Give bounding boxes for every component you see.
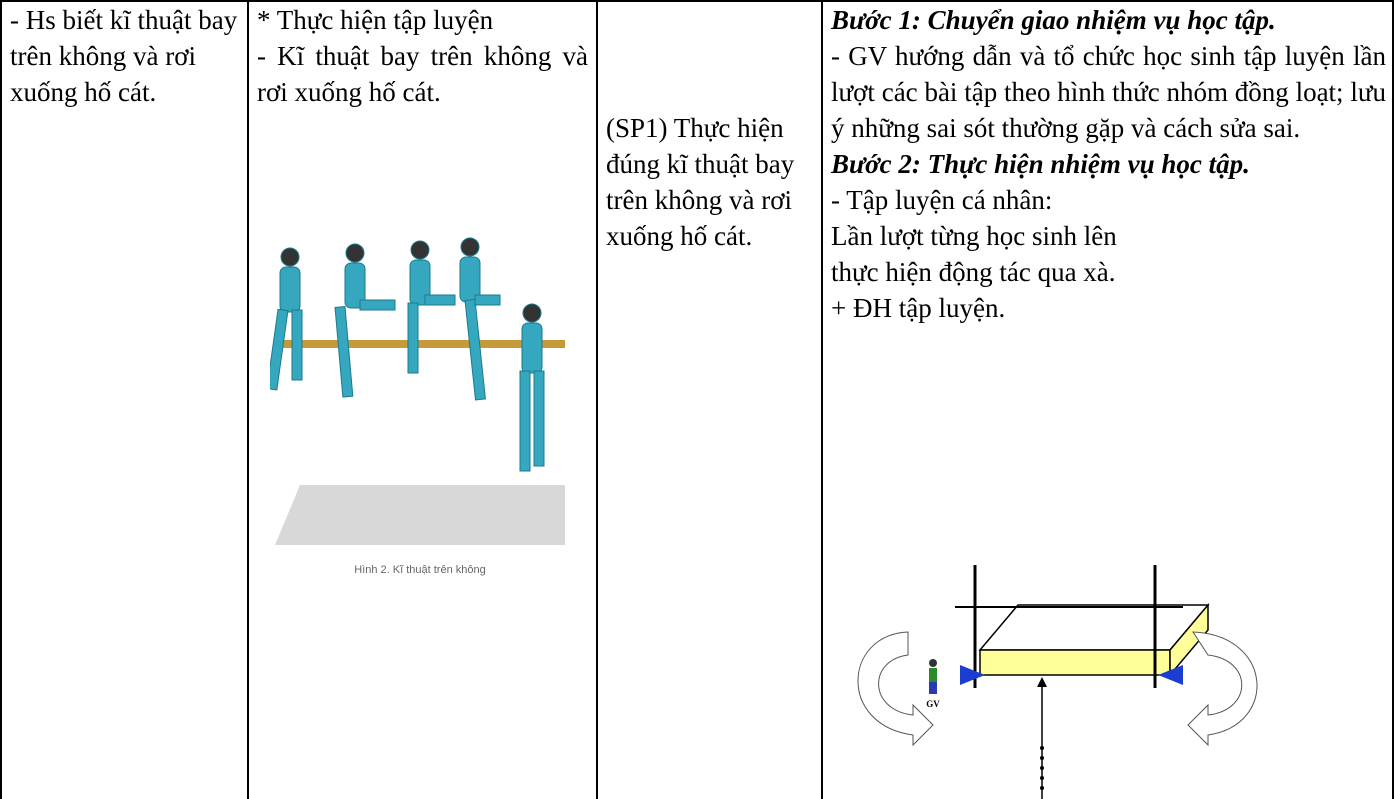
content-line: * Thực hiện tập luyện bbox=[257, 5, 494, 35]
floor bbox=[275, 485, 565, 545]
jump-illustration: Hình 2. Kĩ thuật trên không bbox=[270, 237, 565, 576]
border bbox=[1392, 0, 1394, 799]
objective: - Hs biết kĩ thuật bay trên không và rơi… bbox=[10, 5, 238, 107]
bar bbox=[275, 340, 565, 348]
figure-caption: Hình 2. Kĩ thuật trên không bbox=[354, 564, 485, 576]
product-cell: (SP1) Thực hiện đúng kĩ thuật bay trên k… bbox=[598, 0, 821, 799]
practice-diagram: GV bbox=[857, 565, 1258, 799]
border bbox=[821, 0, 823, 799]
objective-cell: - Hs biết kĩ thuật bay trên không và rơi… bbox=[2, 0, 247, 799]
border bbox=[247, 0, 249, 799]
step-line: Lần lượt từng học sinh lên thực hiện độn… bbox=[831, 221, 1117, 287]
activities-cell: Bước 1: Chuyển giao nhiệm vụ học tập. - … bbox=[823, 0, 1392, 799]
diagram-label: GV bbox=[926, 699, 940, 709]
product: (SP1) Thực hiện đúng kĩ thuật bay trên k… bbox=[606, 113, 795, 251]
step-line: - Tập luyện cá nhân: bbox=[831, 185, 1053, 215]
top-border bbox=[0, 0, 1394, 2]
content-line: - Kĩ thuật bay trên không và rơi xuống h… bbox=[257, 41, 588, 107]
content-cell: * Thực hiện tập luyện - Kĩ thuật bay trê… bbox=[249, 0, 596, 799]
step-line: - GV hướng dẫn và tổ chức học sinh tập l… bbox=[831, 41, 1386, 143]
step-heading: Bước 2: Thực hiện nhiệm vụ học tập. bbox=[831, 149, 1250, 179]
step-line: + ĐH tập luyện. bbox=[831, 293, 1006, 323]
border bbox=[0, 0, 2, 799]
border bbox=[596, 0, 598, 799]
step-heading: Bước 1: Chuyển giao nhiệm vụ học tập. bbox=[831, 5, 1276, 35]
